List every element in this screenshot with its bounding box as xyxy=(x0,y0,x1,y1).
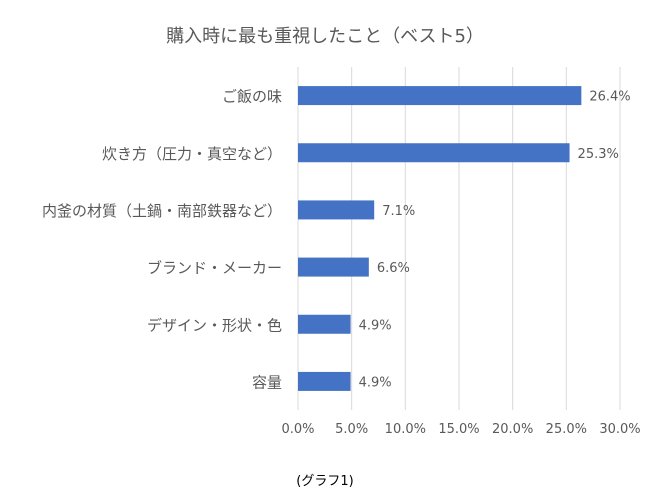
chart-caption: (グラフ1) xyxy=(296,474,354,489)
x-tick-label-5: 25.0% xyxy=(546,422,587,437)
x-tick-label-3: 15.0% xyxy=(438,422,479,437)
bar-4 xyxy=(298,314,351,334)
bar-2 xyxy=(298,200,375,220)
category-label-1: 炊き方（圧力・真空など） xyxy=(102,145,282,163)
category-label-3: ブランド・メーカー xyxy=(147,259,282,277)
category-label-5: 容量 xyxy=(252,373,282,391)
x-tick-label-1: 5.0% xyxy=(335,422,368,437)
bar-0 xyxy=(298,86,582,106)
bar-1 xyxy=(298,143,570,163)
value-label-5: 4.9% xyxy=(359,375,392,390)
bar-5 xyxy=(298,371,351,391)
category-label-2: 内釜の材質（土鍋・南部鉄器など） xyxy=(42,202,282,220)
value-label-1: 25.3% xyxy=(578,147,619,162)
bar-3 xyxy=(298,257,369,277)
value-label-3: 6.6% xyxy=(377,261,410,276)
value-label-2: 7.1% xyxy=(382,204,415,219)
category-label-4: デザイン・形状・色 xyxy=(147,316,282,334)
x-tick-label-6: 30.0% xyxy=(599,422,640,437)
value-label-0: 26.4% xyxy=(589,90,630,105)
value-label-4: 4.9% xyxy=(359,318,392,333)
chart-title: 購入時に最も重視したこと（ベスト5） xyxy=(166,26,484,47)
x-tick-label-2: 10.0% xyxy=(385,422,426,437)
category-label-0: ご飯の味 xyxy=(222,88,282,106)
x-tick-label-4: 20.0% xyxy=(492,422,533,437)
x-tick-label-0: 0.0% xyxy=(281,422,314,437)
